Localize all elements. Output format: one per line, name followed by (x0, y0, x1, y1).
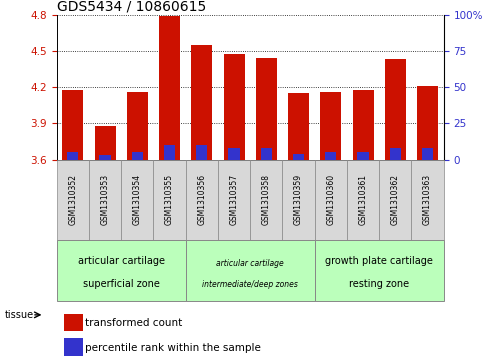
Text: GSM1310357: GSM1310357 (230, 174, 239, 225)
Bar (315, 160, 347, 240)
Bar (261, 148, 272, 160)
Bar (250, 160, 282, 240)
Text: GSM1310362: GSM1310362 (391, 174, 400, 225)
Text: GSM1310363: GSM1310363 (423, 174, 432, 225)
Text: growth plate cartilage: growth plate cartilage (325, 256, 433, 266)
Text: resting zone: resting zone (349, 279, 409, 289)
Bar (256, 58, 277, 160)
Text: GSM1310355: GSM1310355 (165, 174, 174, 225)
Bar (57, 160, 89, 240)
Bar (357, 152, 369, 160)
Bar (347, 160, 379, 240)
Bar (67, 152, 78, 160)
Bar (288, 93, 309, 160)
Bar (191, 45, 212, 160)
Bar (224, 54, 245, 160)
Text: GSM1310356: GSM1310356 (197, 174, 207, 225)
Bar (422, 148, 433, 160)
Text: superficial zone: superficial zone (83, 279, 160, 289)
Bar (282, 160, 315, 240)
Text: GDS5434 / 10860615: GDS5434 / 10860615 (57, 0, 206, 13)
Text: tissue: tissue (5, 310, 34, 320)
Bar (95, 126, 115, 160)
Text: percentile rank within the sample: percentile rank within the sample (85, 343, 261, 352)
Bar (121, 160, 153, 240)
Bar (100, 155, 111, 160)
Text: transformed count: transformed count (85, 318, 182, 328)
Bar (127, 92, 148, 160)
Text: GSM1310358: GSM1310358 (262, 174, 271, 225)
Text: articular cartilage: articular cartilage (216, 258, 284, 268)
Bar (196, 145, 208, 160)
Bar (389, 148, 401, 160)
Bar (315, 240, 444, 301)
Bar (153, 160, 186, 240)
Bar (293, 154, 304, 160)
Text: GSM1310354: GSM1310354 (133, 174, 142, 225)
Bar (352, 90, 374, 160)
Text: GSM1310360: GSM1310360 (326, 174, 335, 225)
Bar (325, 152, 336, 160)
Text: articular cartilage: articular cartilage (78, 256, 165, 266)
Bar (385, 59, 406, 160)
Bar (186, 160, 218, 240)
Bar (57, 240, 186, 301)
Bar (320, 92, 341, 160)
Text: GSM1310353: GSM1310353 (101, 174, 109, 225)
Text: intermediate/deep zones: intermediate/deep zones (202, 280, 298, 289)
Text: GSM1310359: GSM1310359 (294, 174, 303, 225)
Bar (228, 148, 240, 160)
Bar (89, 160, 121, 240)
Bar (164, 145, 175, 160)
Bar (132, 152, 143, 160)
Bar (62, 90, 83, 160)
Text: GSM1310361: GSM1310361 (358, 174, 368, 225)
Bar (379, 160, 412, 240)
Text: GSM1310352: GSM1310352 (69, 174, 77, 225)
Bar (417, 86, 438, 160)
Bar (218, 160, 250, 240)
Bar (186, 240, 315, 301)
Bar (64, 314, 83, 331)
Bar (412, 160, 444, 240)
Bar (159, 16, 180, 160)
Bar (64, 338, 83, 356)
